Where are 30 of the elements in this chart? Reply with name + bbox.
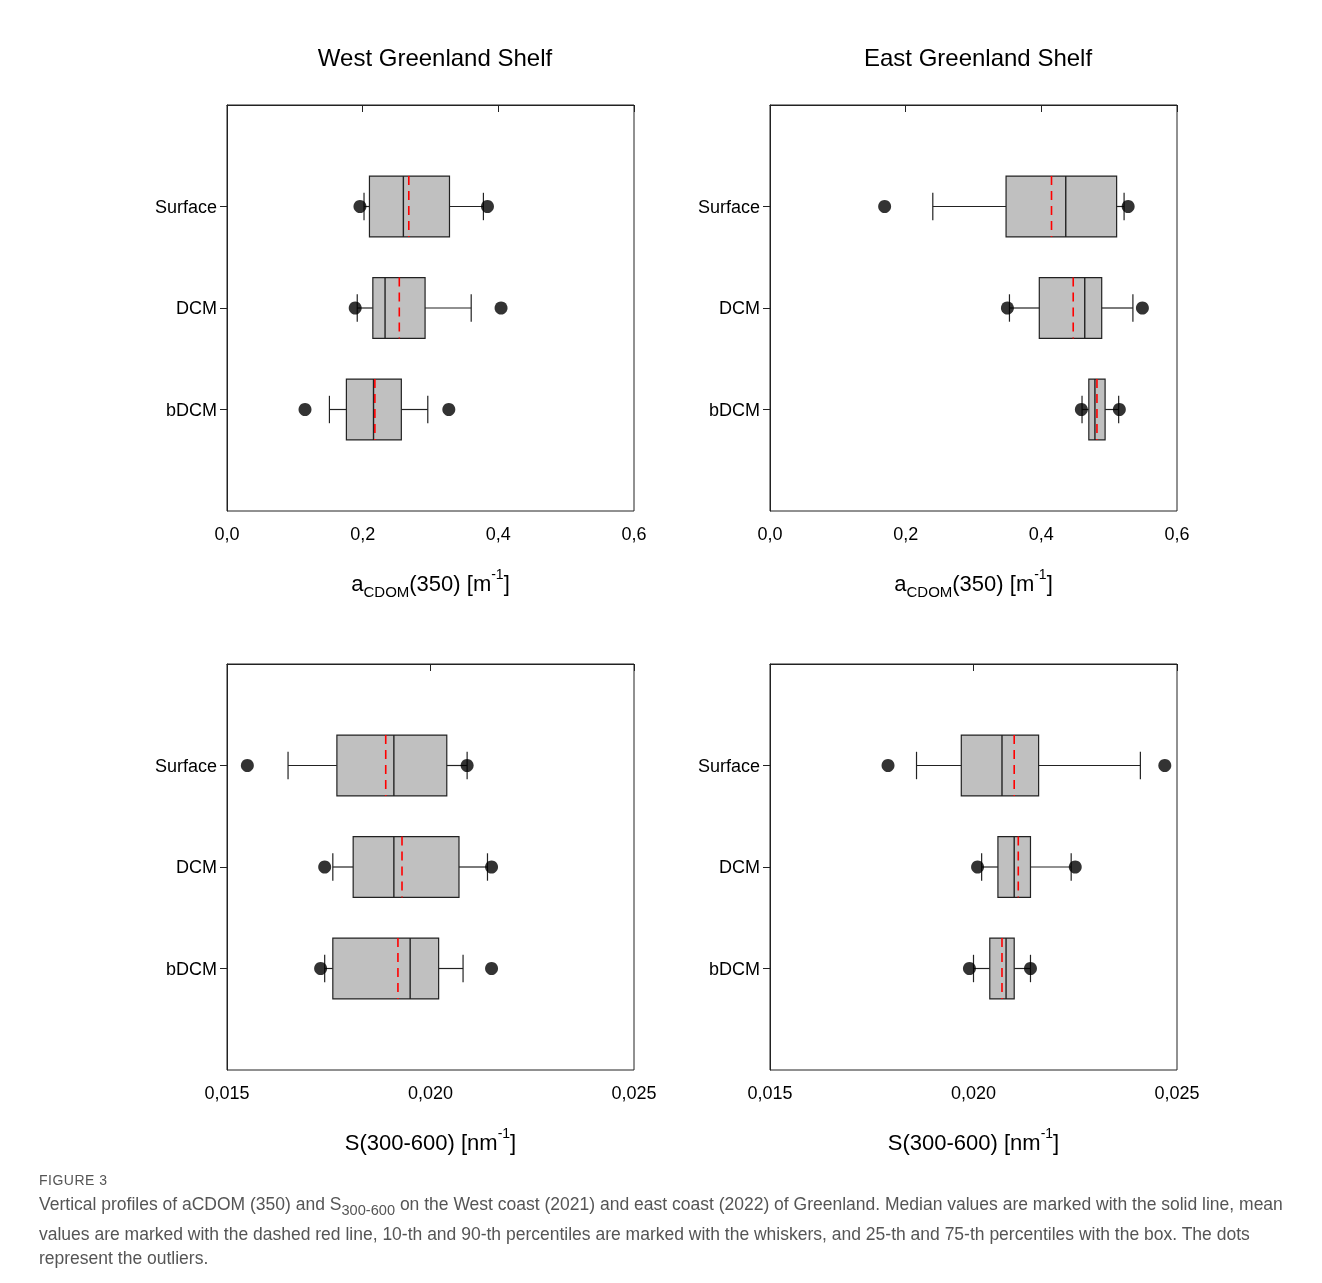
- x-tick-label: 0,6: [1164, 524, 1190, 544]
- y-tick-label: bDCM: [708, 399, 760, 420]
- x-tick-label: 0,2: [893, 524, 919, 544]
- text: Vertical profiles of aCDOM (350) and S$_{300-600}$ on the West coast (2021) and east coast (2022) of Greenland. Median values are marked with the solid line, mean values are marked with the dashed red line, 10-th and 90-th percentiles are marked with the whiskers, and 25-th and 75-th percentiles with the box. The dots represent the outliers.: [39, 1193, 1284, 1270]
- y-tick-label: Surface: [697, 755, 760, 776]
- chart-title: West Greenland Shelf: [317, 43, 553, 71]
- x-tick-label: 0,2: [350, 524, 376, 544]
- y-tick-label: Surface: [154, 196, 217, 217]
- x-tick-label: 0,015: [747, 1083, 793, 1103]
- x-tick-label: 0,4: [1028, 524, 1054, 544]
- y-tick-label: Surface: [697, 196, 760, 217]
- x-tick-label: 0,4: [485, 524, 511, 544]
- x-tick-label: 0,025: [611, 1083, 657, 1103]
- y-tick-label: DCM: [719, 298, 760, 318]
- y-tick-label: DCM: [176, 298, 217, 318]
- x-tick-label: 0,6: [621, 524, 647, 544]
- y-tick-label: bDCM: [165, 958, 217, 979]
- x-tick-label: 0,020: [950, 1083, 997, 1103]
- y-tick-label: DCM: [176, 857, 217, 877]
- x-tick-label: 0,020: [407, 1083, 454, 1103]
- y-tick-label: bDCM: [708, 958, 760, 979]
- x-tick-label: 0,025: [1154, 1083, 1200, 1103]
- chart-title: East Greenland Shelf: [863, 43, 1093, 71]
- x-tick-label: 0,0: [757, 524, 783, 544]
- y-tick-label: DCM: [719, 857, 760, 877]
- y-tick-label: bDCM: [165, 399, 217, 420]
- x-tick-label: 0,015: [204, 1083, 250, 1103]
- caption: FIGURE 3: [39, 1172, 109, 1188]
- y-tick-label: Surface: [154, 755, 217, 776]
- x-tick-label: 0,0: [214, 524, 240, 544]
